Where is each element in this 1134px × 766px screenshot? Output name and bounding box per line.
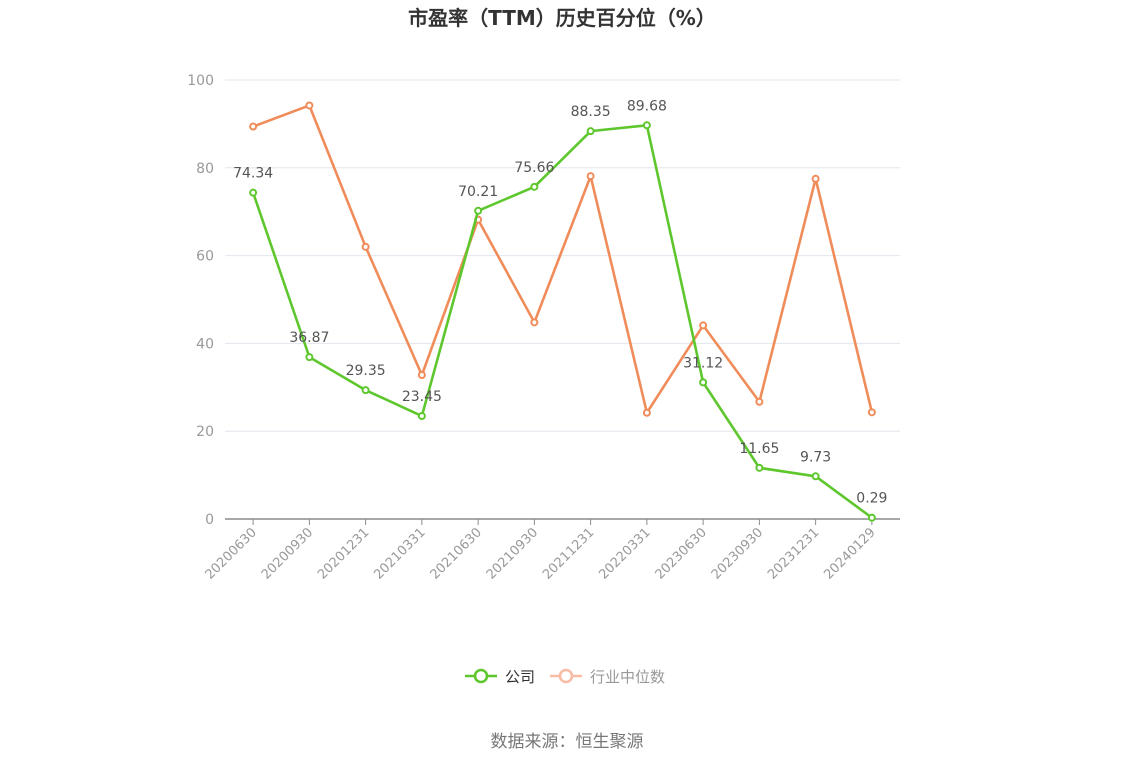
data-label: 70.21	[458, 184, 498, 200]
series-line-0	[251, 124, 873, 519]
series-point-0	[417, 412, 426, 421]
x-tick-label: 20231231	[765, 525, 822, 582]
y-axis: 0 20 40 60 80 100	[187, 73, 214, 528]
series-point-0	[530, 182, 539, 191]
grid-lines	[225, 79, 900, 432]
y-tick-label: 40	[196, 336, 214, 352]
data-label: 0.29	[856, 491, 887, 507]
series-point-1	[755, 397, 764, 406]
x-tick-label: 20210331	[371, 525, 428, 582]
x-tick-label: 20211231	[540, 525, 597, 582]
legend-label-0: 公司	[505, 668, 535, 686]
data-label: 9.73	[800, 449, 831, 465]
series-point-1	[249, 122, 258, 131]
series-point-0	[811, 472, 820, 481]
series-point-0	[305, 353, 314, 362]
legend-label-1: 行业中位数	[590, 668, 665, 686]
data-label: 31.12	[683, 355, 723, 371]
data-label: 89.68	[627, 98, 667, 114]
data-label: 36.87	[289, 330, 329, 346]
chart-title: 市盈率（TTM）历史百分位（%）	[408, 6, 716, 30]
legend[interactable]: 公司 行业中位数	[465, 668, 665, 686]
series-point-1	[811, 174, 820, 183]
series-point-1	[642, 408, 651, 417]
x-tick-label: 20240129	[821, 525, 878, 582]
series-layer: 74.34 36.87 29.35 23.45 70.21 75.66 88.35 89.68…	[233, 98, 887, 522]
y-tick-label: 20	[196, 424, 214, 440]
x-tick-label: 20201231	[315, 525, 372, 582]
series-point-0	[755, 463, 764, 472]
data-label: 23.45	[402, 389, 442, 405]
x-tick-label: 20210630	[428, 525, 485, 582]
y-tick-label: 100	[187, 73, 214, 89]
series-point-1	[305, 101, 314, 110]
legend-marker-0	[473, 668, 489, 684]
series-point-0	[361, 386, 370, 395]
series-point-0	[249, 188, 258, 197]
y-tick-label: 80	[196, 161, 214, 177]
data-label: 88.35	[571, 104, 611, 120]
series-point-1	[530, 318, 539, 327]
y-tick-label: 60	[196, 249, 214, 265]
x-tick-label: 20200930	[259, 525, 316, 582]
x-tick-label: 20200630	[203, 525, 260, 582]
series-point-0	[474, 206, 483, 215]
x-tick-label: 20220331	[596, 525, 653, 582]
data-label: 29.35	[346, 363, 386, 379]
y-tick-label: 0	[205, 512, 214, 528]
x-tick-label: 20230930	[709, 525, 766, 582]
data-label: 74.34	[233, 166, 273, 182]
data-label: 75.66	[514, 160, 554, 176]
series-point-1	[586, 172, 595, 181]
series-point-0	[699, 378, 708, 387]
series-point-0	[867, 513, 876, 522]
series-line-1	[252, 104, 874, 415]
series-point-1	[867, 408, 876, 417]
series-point-0	[642, 121, 651, 130]
source-note: 数据来源：恒生聚源	[491, 732, 644, 752]
series-point-0	[586, 127, 595, 136]
x-tick-label: 20210930	[484, 525, 541, 582]
series-point-1	[417, 371, 426, 380]
data-label: 11.65	[739, 441, 779, 457]
legend-marker-1	[558, 668, 574, 684]
series-point-1	[699, 321, 708, 330]
series-point-1	[361, 242, 370, 251]
x-axis: 2020063020200930202012312021033120210630…	[203, 518, 900, 583]
x-tick-label: 20230630	[653, 525, 710, 582]
